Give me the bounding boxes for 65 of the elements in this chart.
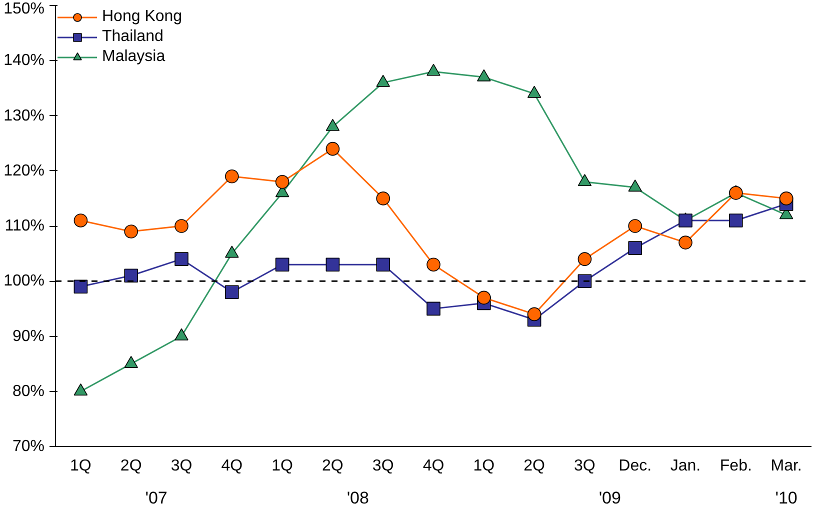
point bbox=[74, 214, 88, 228]
point bbox=[225, 285, 239, 300]
point bbox=[578, 252, 592, 266]
point bbox=[729, 186, 743, 200]
y-tick-label: 140% bbox=[4, 52, 44, 70]
text: '07 bbox=[145, 488, 168, 508]
y-tick-label: 130% bbox=[4, 107, 44, 124]
y-tick-label: 150% bbox=[4, 0, 44, 18]
y-tick-label: 70% bbox=[12, 438, 45, 455]
x-tick-label: 4Q bbox=[221, 458, 243, 474]
point bbox=[426, 64, 440, 76]
x-tick-label: 4Q bbox=[422, 458, 444, 474]
point bbox=[326, 142, 340, 156]
point bbox=[326, 258, 340, 272]
x-tick-label: 2Q bbox=[524, 458, 545, 474]
x-tick-label: Dec. bbox=[618, 458, 652, 474]
text: '09 bbox=[598, 488, 621, 508]
x-tick-label: 2Q bbox=[322, 458, 344, 474]
point bbox=[376, 74, 390, 87]
legend-label: Malaysia bbox=[102, 47, 166, 67]
point bbox=[578, 174, 592, 186]
point bbox=[578, 274, 592, 288]
point bbox=[678, 214, 692, 228]
point bbox=[527, 86, 542, 98]
point bbox=[74, 280, 88, 294]
x-tick-label: 1Q bbox=[272, 458, 293, 474]
x-tick-label: 3Q bbox=[170, 458, 192, 474]
point bbox=[527, 307, 542, 322]
point bbox=[174, 219, 188, 233]
text: '08 bbox=[346, 488, 369, 508]
point bbox=[628, 180, 642, 192]
point bbox=[628, 241, 642, 255]
point bbox=[326, 118, 340, 131]
point bbox=[779, 192, 794, 206]
point bbox=[124, 224, 138, 238]
y-tick-label: 120% bbox=[4, 162, 44, 180]
point bbox=[275, 258, 290, 272]
point bbox=[124, 268, 138, 283]
point bbox=[174, 252, 188, 266]
y-tick-label: 100% bbox=[4, 272, 44, 290]
point bbox=[426, 302, 440, 316]
y-tick-label: 110% bbox=[4, 218, 44, 234]
x-tick-label: Mar. bbox=[770, 458, 802, 474]
legend-label: Hong Kong bbox=[102, 7, 182, 27]
legend-label: Thailand bbox=[102, 27, 164, 47]
x-tick-label: 1Q bbox=[473, 458, 495, 474]
text: '10 bbox=[775, 488, 798, 508]
point bbox=[477, 69, 491, 82]
x-tick-label: 3Q bbox=[372, 458, 394, 474]
point bbox=[628, 219, 642, 233]
point bbox=[477, 290, 491, 305]
x-tick-label: Feb. bbox=[720, 458, 752, 474]
y-tick-label: 90% bbox=[12, 328, 45, 345]
point bbox=[275, 175, 290, 189]
point bbox=[678, 236, 692, 250]
point bbox=[426, 258, 440, 272]
point bbox=[729, 214, 743, 228]
x-tick-label: Jan. bbox=[670, 458, 701, 474]
point bbox=[376, 258, 390, 272]
x-tick-label: 1Q bbox=[70, 458, 92, 474]
y-tick-label: 80% bbox=[12, 382, 45, 400]
x-tick-label: 3Q bbox=[574, 458, 596, 474]
x-tick-label: 2Q bbox=[120, 458, 142, 474]
point bbox=[225, 170, 239, 184]
point bbox=[376, 192, 390, 206]
